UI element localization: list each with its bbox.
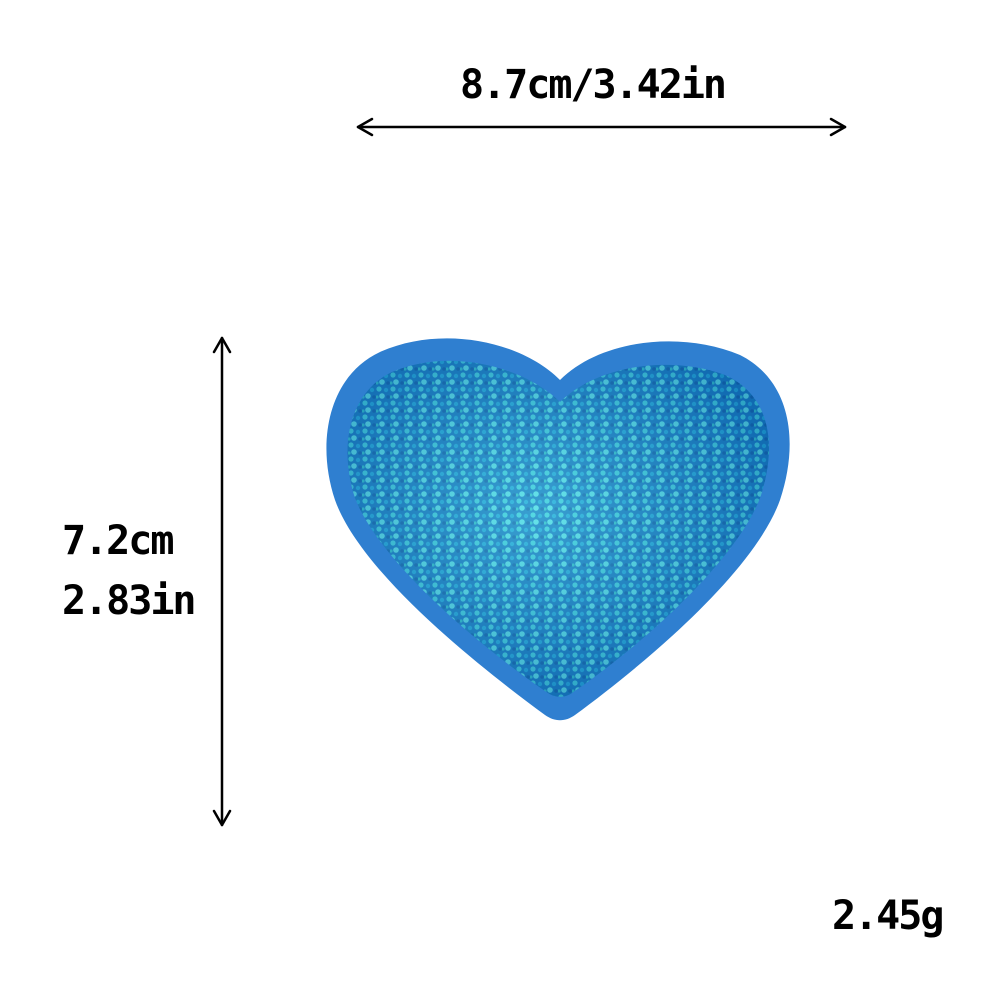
- heart-patch-image: [320, 330, 800, 730]
- width-arrow: [356, 117, 847, 137]
- weight-label: 2.45g: [832, 893, 944, 939]
- width-measurement-label: 8.7cm/3.42in: [460, 62, 727, 108]
- heart-patch-icon: [326, 338, 790, 721]
- height-in-label: 2.83in: [62, 578, 196, 624]
- height-arrow: [212, 336, 232, 827]
- height-cm-label: 7.2cm: [62, 518, 174, 564]
